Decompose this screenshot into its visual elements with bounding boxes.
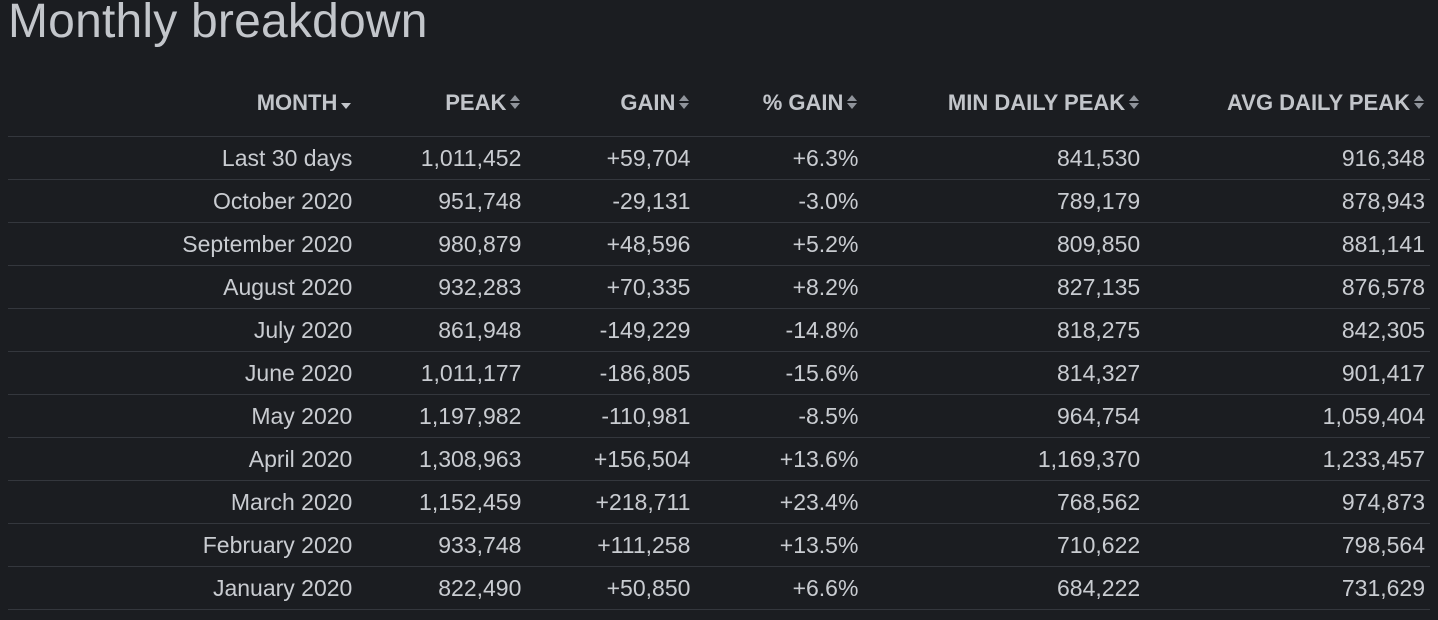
column-header-label: % GAIN xyxy=(762,90,844,116)
table-row: July 2020 861,948 -149,229 -14.8% 818,275 842… xyxy=(8,308,1430,352)
column-header-label: MONTH xyxy=(256,90,338,116)
cell-avg-daily-peak: 881,141 xyxy=(1145,222,1430,266)
cell-min-daily-peak: 768,562 xyxy=(863,480,1146,524)
cell-month: January 2020 xyxy=(8,566,358,610)
column-header-peak[interactable]: PEAK xyxy=(357,72,527,137)
cell-min-daily-peak: 1,169,370 xyxy=(863,437,1146,481)
column-header-label: AVG DAILY PEAK xyxy=(1227,90,1410,116)
table-row: Last 30 days 1,011,452 +59,704 +6.3% 841,530… xyxy=(8,136,1430,180)
cell-gain: +59,704 xyxy=(526,136,696,180)
cell-month: June 2020 xyxy=(8,351,358,395)
cell-pct-gain: +5.2% xyxy=(695,222,864,266)
cell-avg-daily-peak: 901,417 xyxy=(1145,351,1430,395)
cell-min-daily-peak: 964,754 xyxy=(863,394,1146,438)
cell-month: July 2020 xyxy=(8,308,358,352)
page-title: Monthly breakdown xyxy=(8,0,428,48)
sort-desc-icon[interactable] xyxy=(340,90,352,116)
column-header-avg-daily-peak[interactable]: AVG DAILY PEAK xyxy=(1145,72,1430,137)
cell-peak: 951,748 xyxy=(357,179,527,223)
column-header-min-daily-peak[interactable]: MIN DAILY PEAK xyxy=(863,72,1146,137)
monthly-breakdown-table: MONTH PEAK GAIN % GAIN MIN DAILY PEAK AVG DAI… xyxy=(8,72,1430,610)
cell-min-daily-peak: 809,850 xyxy=(863,222,1146,266)
cell-peak: 1,152,459 xyxy=(357,480,527,524)
cell-month: Last 30 days xyxy=(8,136,358,180)
column-header-month[interactable]: MONTH xyxy=(8,72,358,137)
cell-gain: +218,711 xyxy=(526,480,696,524)
column-header-gain[interactable]: GAIN xyxy=(526,72,696,137)
cell-peak: 1,197,982 xyxy=(357,394,527,438)
cell-min-daily-peak: 814,327 xyxy=(863,351,1146,395)
cell-pct-gain: -8.5% xyxy=(695,394,864,438)
cell-month: May 2020 xyxy=(8,394,358,438)
cell-peak: 932,283 xyxy=(357,265,527,309)
cell-avg-daily-peak: 974,873 xyxy=(1145,480,1430,524)
table-row: September 2020 980,879 +48,596 +5.2% 809,850… xyxy=(8,222,1430,266)
sort-icon[interactable] xyxy=(509,90,521,116)
cell-peak: 1,011,177 xyxy=(357,351,527,395)
column-header-label: GAIN xyxy=(620,90,676,116)
table-row: June 2020 1,011,177 -186,805 -15.6% 814,327 9… xyxy=(8,351,1430,395)
cell-avg-daily-peak: 842,305 xyxy=(1145,308,1430,352)
cell-pct-gain: +13.6% xyxy=(695,437,864,481)
table-row: October 2020 951,748 -29,131 -3.0% 789,179 87… xyxy=(8,179,1430,223)
cell-min-daily-peak: 827,135 xyxy=(863,265,1146,309)
sort-icon[interactable] xyxy=(1413,90,1425,116)
cell-month: April 2020 xyxy=(8,437,358,481)
cell-peak: 980,879 xyxy=(357,222,527,266)
cell-pct-gain: +6.3% xyxy=(695,136,864,180)
cell-pct-gain: +6.6% xyxy=(695,566,864,610)
cell-pct-gain: +23.4% xyxy=(695,480,864,524)
sort-icon[interactable] xyxy=(846,90,858,116)
table-row: January 2020 822,490 +50,850 +6.6% 684,222 73… xyxy=(8,566,1430,610)
sort-icon[interactable] xyxy=(1128,90,1140,116)
cell-gain: +156,504 xyxy=(526,437,696,481)
column-header-pct-gain[interactable]: % GAIN xyxy=(695,72,864,137)
cell-pct-gain: +13.5% xyxy=(695,523,864,567)
cell-min-daily-peak: 684,222 xyxy=(863,566,1146,610)
sort-icon[interactable] xyxy=(678,90,690,116)
cell-month: March 2020 xyxy=(8,480,358,524)
cell-peak: 1,308,963 xyxy=(357,437,527,481)
cell-avg-daily-peak: 1,059,404 xyxy=(1145,394,1430,438)
cell-avg-daily-peak: 731,629 xyxy=(1145,566,1430,610)
cell-peak: 861,948 xyxy=(357,308,527,352)
table-row: May 2020 1,197,982 -110,981 -8.5% 964,754 1,0… xyxy=(8,394,1430,438)
cell-gain: +70,335 xyxy=(526,265,696,309)
cell-min-daily-peak: 818,275 xyxy=(863,308,1146,352)
cell-month: August 2020 xyxy=(8,265,358,309)
cell-avg-daily-peak: 798,564 xyxy=(1145,523,1430,567)
cell-gain: -110,981 xyxy=(526,394,696,438)
cell-month: October 2020 xyxy=(8,179,358,223)
cell-peak: 822,490 xyxy=(357,566,527,610)
cell-gain: +111,258 xyxy=(526,523,696,567)
cell-gain: -186,805 xyxy=(526,351,696,395)
cell-pct-gain: -14.8% xyxy=(695,308,864,352)
table-row: August 2020 932,283 +70,335 +8.2% 827,135 876… xyxy=(8,265,1430,309)
cell-pct-gain: -3.0% xyxy=(695,179,864,223)
cell-pct-gain: -15.6% xyxy=(695,351,864,395)
cell-avg-daily-peak: 916,348 xyxy=(1145,136,1430,180)
cell-min-daily-peak: 841,530 xyxy=(863,136,1146,180)
table-row: March 2020 1,152,459 +218,711 +23.4% 768,562… xyxy=(8,480,1430,524)
column-header-label: PEAK xyxy=(445,90,507,116)
table-row: April 2020 1,308,963 +156,504 +13.6% 1,169,3… xyxy=(8,437,1430,481)
column-header-label: MIN DAILY PEAK xyxy=(947,90,1126,116)
cell-pct-gain: +8.2% xyxy=(695,265,864,309)
table-row: February 2020 933,748 +111,258 +13.5% 710,62… xyxy=(8,523,1430,567)
cell-month: September 2020 xyxy=(8,222,358,266)
cell-peak: 933,748 xyxy=(357,523,527,567)
cell-min-daily-peak: 789,179 xyxy=(863,179,1146,223)
cell-month: February 2020 xyxy=(8,523,358,567)
cell-avg-daily-peak: 878,943 xyxy=(1145,179,1430,223)
cell-min-daily-peak: 710,622 xyxy=(863,523,1146,567)
table-header-row: MONTH PEAK GAIN % GAIN MIN DAILY PEAK AVG DAI… xyxy=(8,72,1430,137)
cell-peak: 1,011,452 xyxy=(357,136,527,180)
table-body: Last 30 days 1,011,452 +59,704 +6.3% 841,530… xyxy=(8,136,1430,610)
cell-gain: +50,850 xyxy=(526,566,696,610)
cell-avg-daily-peak: 1,233,457 xyxy=(1145,437,1430,481)
cell-gain: -29,131 xyxy=(526,179,696,223)
cell-avg-daily-peak: 876,578 xyxy=(1145,265,1430,309)
cell-gain: +48,596 xyxy=(526,222,696,266)
cell-gain: -149,229 xyxy=(526,308,696,352)
